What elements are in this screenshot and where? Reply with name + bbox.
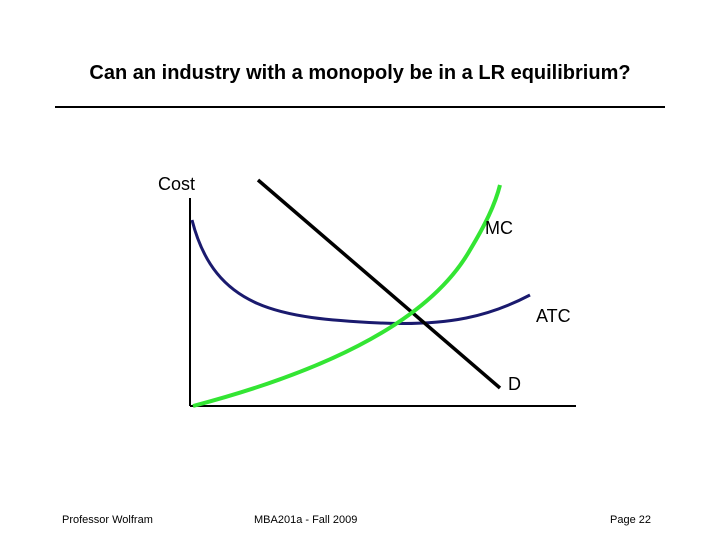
- demand-label: D: [508, 374, 521, 394]
- title-underline: [55, 106, 665, 108]
- slide-title: Can an industry with a monopoly be in a …: [89, 62, 631, 84]
- mc-label: MC: [485, 218, 513, 238]
- atc-label: ATC: [536, 306, 571, 326]
- footer-page-number: Page 22: [610, 514, 651, 526]
- demand-curve: [256, 178, 502, 390]
- footer-author: Professor Wolfram: [62, 514, 153, 526]
- mc-curve: [192, 184, 502, 408]
- atc-curve: [190, 219, 531, 325]
- footer-course: MBA201a - Fall 2009: [254, 514, 358, 526]
- cost-axis-label: Cost: [158, 174, 195, 194]
